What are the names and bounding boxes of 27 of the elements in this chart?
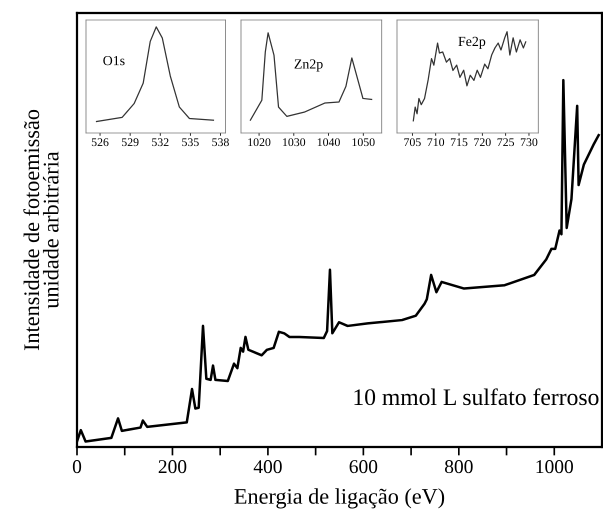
x-tick-label: 710 <box>428 138 444 146</box>
x-tick-label: 1020 <box>248 138 270 146</box>
x-tick-label: 0 <box>72 460 82 474</box>
x-tick-label: 730 <box>520 138 538 146</box>
x-tick-label: 532 <box>152 138 168 146</box>
x-axis-title: Energia de ligação (eV) <box>234 488 444 508</box>
x-tick-label: 1030 <box>283 138 306 146</box>
x-tick-label: 400 <box>254 460 282 474</box>
x-tick-label: 800 <box>444 460 473 474</box>
x-tick-label: 200 <box>158 460 186 474</box>
x-tick-label: 538 <box>212 138 229 146</box>
text: Zn2p <box>294 59 323 72</box>
y-axis-title: Intensidade de fotoemissão unidade arbitrária <box>23 110 59 350</box>
x-tick-label: 715 <box>450 138 468 146</box>
x-tick-label: 600 <box>350 460 378 474</box>
annotation: 10 mmol L sulfato ferroso <box>354 388 598 406</box>
x-tick-label: 526 <box>92 138 109 146</box>
text: O1s <box>103 56 125 66</box>
x-tick-label: 1050 <box>352 138 375 146</box>
x-tick-label: 720 <box>474 138 491 146</box>
chart-title: Fe2p <box>458 36 486 49</box>
x-tick-label: 1000 <box>536 460 573 474</box>
x-tick-label: 725 <box>498 138 514 146</box>
x-tick-label: 535 <box>182 138 199 146</box>
x-tick-label: 1040 <box>318 138 340 146</box>
x-tick-label: 705 <box>404 138 421 146</box>
x-tick-label: 529 <box>122 138 139 146</box>
